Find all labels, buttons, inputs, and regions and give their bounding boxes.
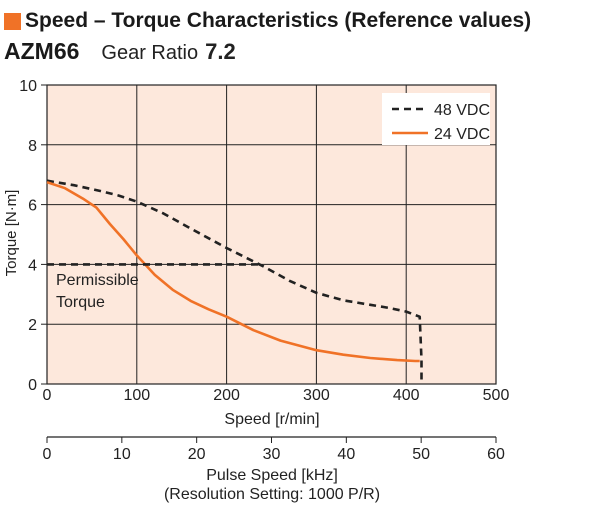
permissible-torque-label-line2: Torque [56, 294, 105, 311]
y-tick-label: 8 [28, 138, 37, 155]
x-tick-label: 300 [303, 387, 330, 404]
x-tick-label: 100 [123, 387, 150, 404]
secondary-tick-label: 10 [113, 446, 131, 463]
legend-label: 24 VDC [434, 126, 490, 143]
chart-subtitle-row: AZM66 Gear Ratio 7.2 [4, 38, 236, 68]
secondary-tick-label: 40 [337, 446, 355, 463]
secondary-axis: 0 10 20 30 40 50 60 [43, 436, 505, 463]
legend-label: 48 VDC [434, 102, 490, 119]
x-axis-label: Speed [r/min] [224, 411, 319, 428]
secondary-axis-label: Pulse Speed [kHz] [206, 467, 338, 484]
secondary-tick-label: 20 [188, 446, 206, 463]
model-name: AZM66 [4, 38, 80, 64]
legend: 48 VDC 24 VDC [382, 93, 490, 145]
x-tick-label: 400 [393, 387, 420, 404]
y-tick-label: 10 [19, 78, 37, 95]
secondary-tick-label: 60 [487, 446, 505, 463]
x-tick-label: 0 [43, 387, 52, 404]
x-tick-label: 200 [213, 387, 240, 404]
legend-box [382, 93, 490, 145]
series-line-24-vdc [46, 180, 420, 363]
series-line-48-vdc [46, 179, 423, 384]
y-axis-label: Torque [N·m] [3, 190, 20, 277]
axis-ticks: 0 100 200 300 400 500 0 2 4 6 8 10 [19, 78, 509, 404]
y-tick-label: 2 [28, 317, 37, 334]
chart-title-row: Speed – Torque Characteristics (Referenc… [4, 8, 531, 34]
gear-ratio-label: Gear Ratio [101, 42, 199, 64]
y-tick-label: 4 [28, 257, 37, 274]
x-tick-label: 500 [483, 387, 510, 404]
title-marker-square [4, 12, 21, 30]
gear-ratio-value: 7.2 [205, 39, 236, 64]
y-tick-label: 0 [28, 377, 37, 394]
secondary-tick-label: 50 [412, 446, 430, 463]
secondary-tick-label: 0 [43, 446, 52, 463]
secondary-tick-label: 30 [263, 446, 281, 463]
permissible-torque-label-line1: Permissible [56, 272, 139, 289]
chart-title: Speed – Torque Characteristics (Referenc… [25, 9, 532, 32]
secondary-axis-sublabel: (Resolution Setting: 1000 P/R) [164, 486, 380, 503]
y-tick-label: 6 [28, 198, 37, 215]
data-lines [46, 179, 423, 384]
